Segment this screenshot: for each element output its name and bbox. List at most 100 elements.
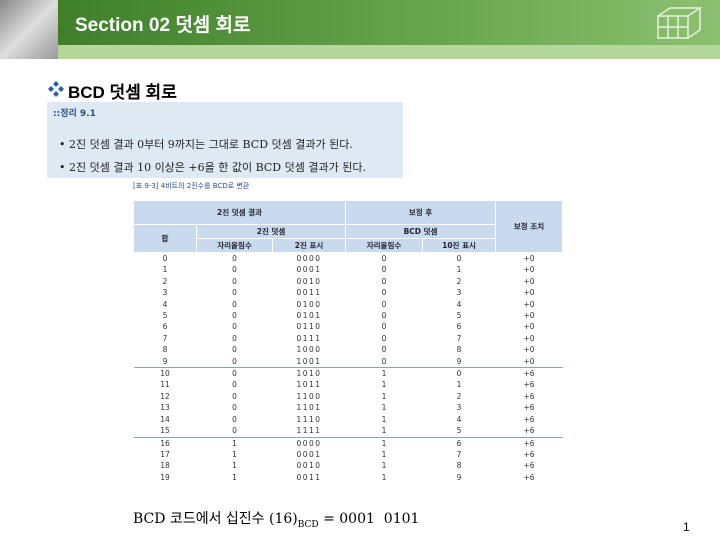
table-cell: +0 <box>523 299 535 309</box>
table-cell: 5 <box>456 426 462 436</box>
table-cell: 2 <box>162 276 168 286</box>
table-cell: 0 <box>232 414 237 424</box>
table-cell: 1 <box>381 461 387 471</box>
table-cell: 1011 <box>296 380 322 390</box>
table-cell: 4 <box>456 299 462 309</box>
table-cell: 0 <box>381 345 387 355</box>
table-row: 13 0 1101 1 3 +6 <box>134 402 563 413</box>
header-cell: 합 <box>133 224 197 253</box>
footnote: BCD 코드에서 십진수 (16)BCD = 0001 0101 <box>133 508 419 530</box>
table-cell: 1010 <box>272 367 346 380</box>
table-cell: 0 <box>381 356 387 366</box>
table-cell: 15 <box>160 426 170 436</box>
table-cell: 0010 <box>296 461 322 471</box>
table-cell: 1001 <box>296 356 322 366</box>
table-cell: +6 <box>523 380 535 390</box>
table-cell: 1100 <box>296 391 322 401</box>
table-row: 3 0 0011 0 3 +0 <box>134 287 563 298</box>
table-cell: +6 <box>523 472 535 482</box>
table-row: 17 1 0001 1 7 +6 <box>134 449 563 460</box>
table-cell: 0 <box>232 380 237 390</box>
table-cell: 1111 <box>296 426 322 436</box>
table-cell: 1 <box>232 461 237 471</box>
theorem-line: • 2진 덧셈 결과 0부터 9까지는 그대로 BCD 덧셈 결과가 된다. <box>59 138 353 151</box>
table-cell: 0111 <box>296 333 322 343</box>
table-row: 14 0 1110 1 4 +6 <box>134 414 563 425</box>
table-cell: 1 <box>162 265 168 275</box>
table-cell: 1 <box>381 472 387 482</box>
table-caption: [표 9-3] 4비트의 2진수를 BCD로 변환 <box>133 182 250 190</box>
table-cell: 0 <box>232 403 237 413</box>
table-cell: 0 <box>232 311 237 321</box>
table-cell: 0000 <box>272 436 346 449</box>
header-bar <box>58 0 720 45</box>
table-cell: 0011 <box>296 288 322 298</box>
table-cell: 1 <box>196 436 273 449</box>
header-cell: 보정 조치 <box>495 200 563 253</box>
table-cell: 13 <box>160 403 170 413</box>
heading: BCD 덧셈 회로 <box>68 83 177 102</box>
table-cell: 1 <box>381 380 387 390</box>
table-cell: 0 <box>381 265 387 275</box>
table-cell: 0 <box>232 288 237 298</box>
table-cell: 1110 <box>296 414 322 424</box>
table-cell: 0 <box>381 322 387 332</box>
table-cell: +6 <box>495 367 563 380</box>
table-row: 4 0 0100 0 4 +0 <box>134 299 563 310</box>
table-cell: +6 <box>523 391 535 401</box>
table-cell: 6 <box>162 322 168 332</box>
table-row: 12 0 1100 1 2 +6 <box>134 391 563 402</box>
theorem-box: ::정리 9.1 • 2진 덧셈 결과 0부터 9까지는 그대로 BCD 덧셈 … <box>47 102 403 178</box>
table-cell: 2 <box>456 276 462 286</box>
table-cell: 0 <box>381 288 387 298</box>
table-cell: 0 <box>232 254 237 263</box>
table-cell: 5 <box>162 311 168 321</box>
table-cell: +0 <box>523 333 535 343</box>
page-number: 1 <box>683 520 690 534</box>
table-row: 9 0 1001 0 9 +0 <box>134 356 563 368</box>
table-cell: 0 <box>422 367 496 380</box>
footnote-subscript: BCD <box>297 519 319 530</box>
header-cell: 10진 표시 <box>422 238 496 253</box>
table-cell: 0100 <box>296 299 322 309</box>
bullet-icon <box>48 81 64 97</box>
table-cell: +6 <box>523 461 535 471</box>
table-cell: 1 <box>381 403 387 413</box>
table-cell: 0 <box>456 254 462 263</box>
table-cell: 3 <box>456 288 462 298</box>
table-cell: 16 <box>133 436 197 449</box>
table-cell: 4 <box>162 299 168 309</box>
table-cell: 11 <box>160 380 170 390</box>
table-cell: +0 <box>523 345 535 355</box>
table-cell: 1 <box>381 391 387 401</box>
table-cell: 1 <box>381 414 387 424</box>
table-row: 18 1 0010 1 8 +6 <box>134 460 563 471</box>
table-cell: 1 <box>232 472 237 482</box>
table-cell: 18 <box>160 461 170 471</box>
table-row: 15 0 1111 1 5 +6 <box>134 425 563 437</box>
table-cell: 0 <box>232 426 237 436</box>
table-cell: +0 <box>523 288 535 298</box>
table-cell: 7 <box>456 449 462 459</box>
table-cell: 8 <box>456 345 462 355</box>
table-cell: +6 <box>523 403 535 413</box>
table-cell: 9 <box>456 472 462 482</box>
table-cell: 0 <box>232 356 237 366</box>
table-cell: 0 <box>381 254 387 263</box>
table-cell: 2 <box>456 391 462 401</box>
table-row: 1 0 0001 0 1 +0 <box>134 264 563 275</box>
table-cell: 6 <box>422 436 496 449</box>
table-cell: 0 <box>381 299 387 309</box>
table-cell: 0001 <box>296 449 322 459</box>
theorem-label: ::정리 9.1 <box>53 109 96 119</box>
table-row: 2 0 0010 0 2 +0 <box>134 276 563 287</box>
table-cell: 3 <box>162 288 168 298</box>
table-cell: +0 <box>523 311 535 321</box>
table-cell: 1101 <box>296 403 322 413</box>
table-cell: +0 <box>523 276 535 286</box>
table-cell: 1 <box>456 265 462 275</box>
table-cell: 1 <box>345 436 423 449</box>
theorem-line: • 2진 덧셈 결과 10 이상은 +6을 한 값이 BCD 덧셈 결과가 된다… <box>59 161 366 174</box>
table-cell: 0 <box>232 299 237 309</box>
